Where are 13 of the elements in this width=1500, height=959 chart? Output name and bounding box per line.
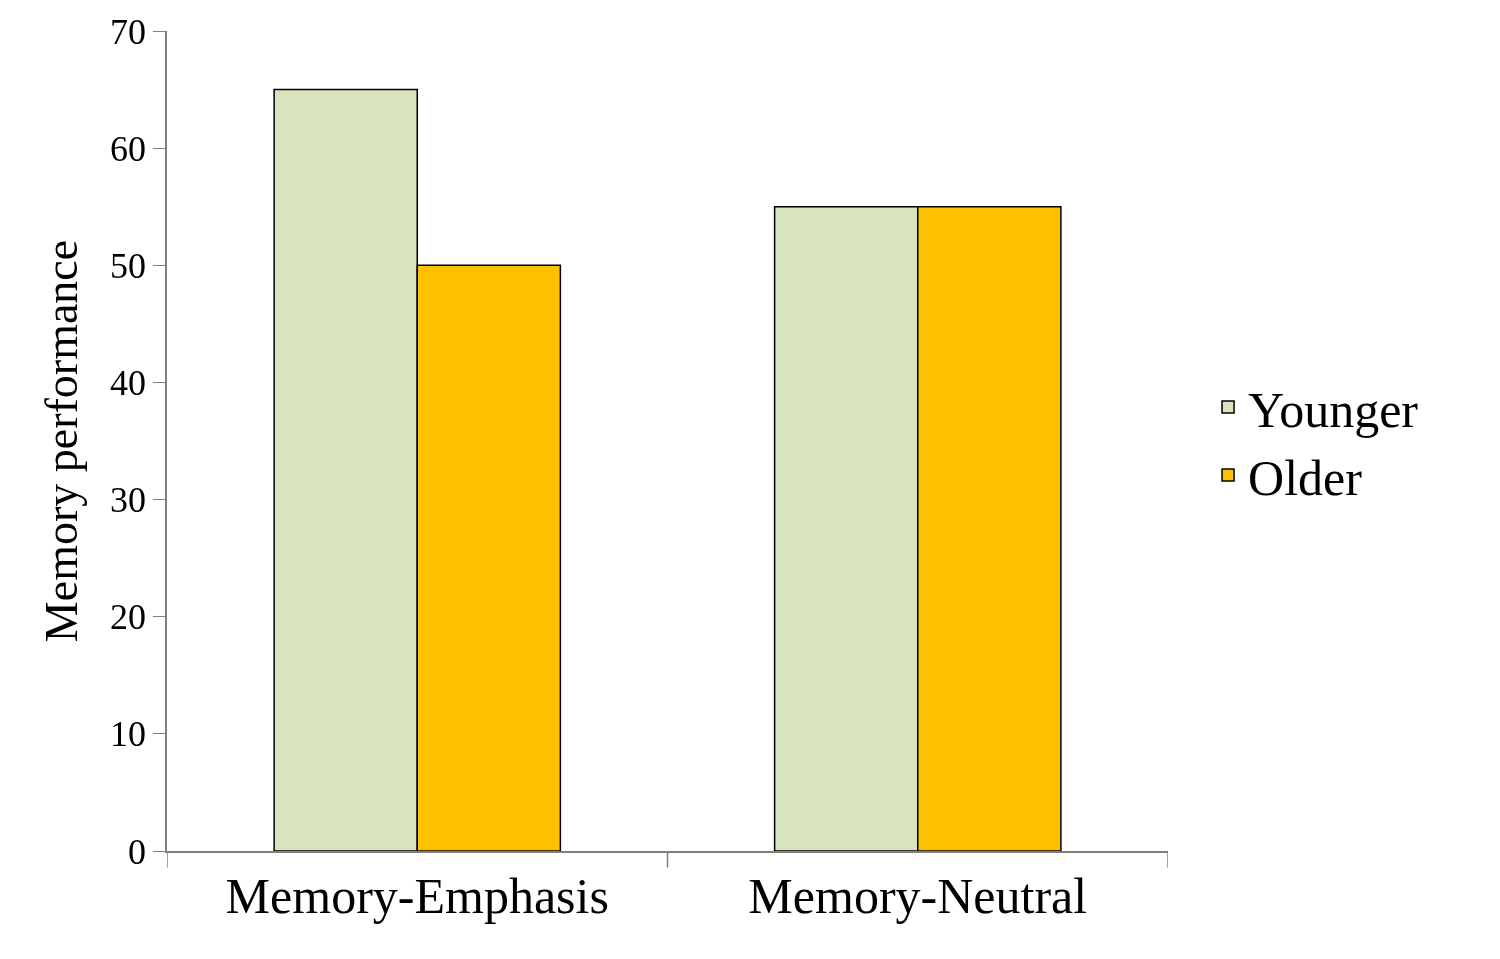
legend-label: Older bbox=[1248, 449, 1363, 506]
y-axis-title: Memory performance bbox=[35, 239, 87, 643]
y-tick-label: 0 bbox=[128, 831, 147, 872]
y-tick-label: 60 bbox=[110, 128, 147, 169]
y-tick-label: 10 bbox=[110, 714, 147, 755]
y-tick-label: 40 bbox=[110, 363, 147, 404]
x-tick-label: Memory-Neutral bbox=[748, 867, 1088, 924]
y-tick-label: 30 bbox=[110, 480, 147, 521]
y-tick-label: 20 bbox=[110, 597, 147, 638]
y-tick-label: 70 bbox=[110, 11, 147, 52]
legend-label: Younger bbox=[1248, 381, 1419, 438]
x-tick-label: Memory-Emphasis bbox=[225, 867, 609, 924]
y-tick-label: 50 bbox=[110, 245, 147, 286]
